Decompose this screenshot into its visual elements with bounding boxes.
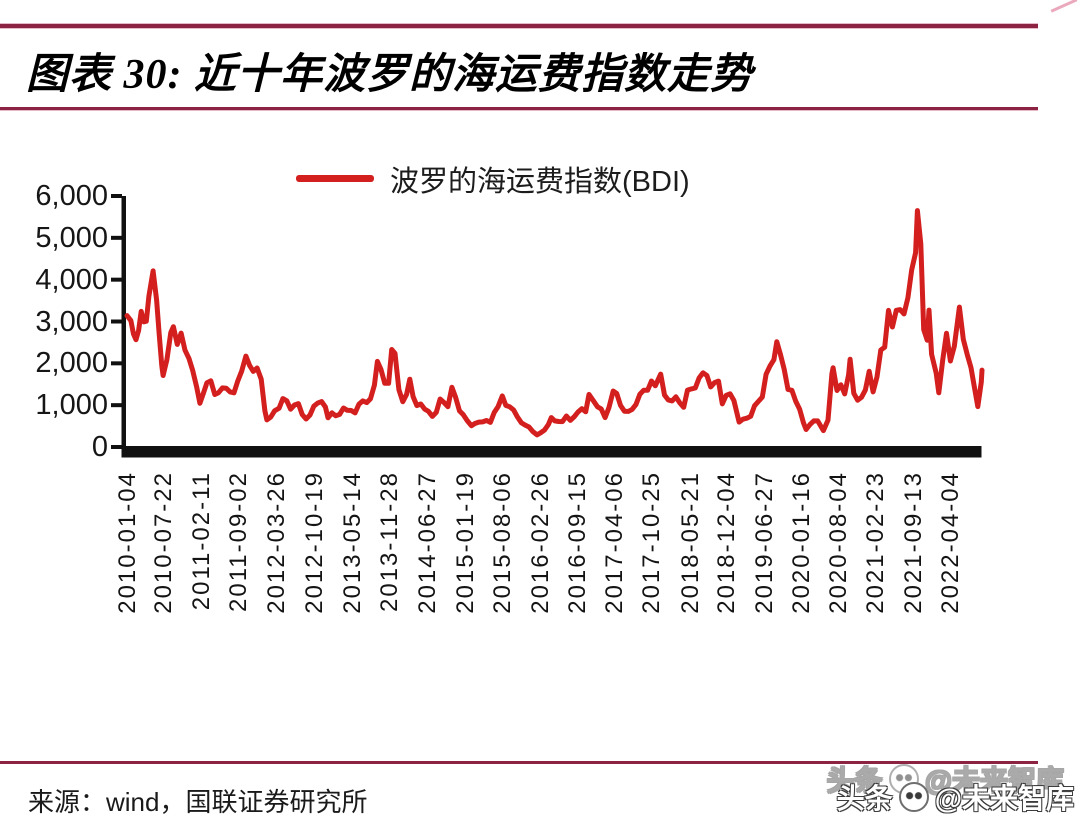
watermark-left: 头条 — [836, 783, 893, 814]
y-axis-tick — [111, 361, 122, 366]
x-axis-tick-label: 2015-08-06 — [489, 471, 517, 614]
chart-title: 图表 30: 近十年波罗的海运费指数走势 — [26, 52, 753, 98]
x-axis-tick-label: 2018-12-04 — [712, 471, 740, 614]
y-axis-tick — [111, 403, 122, 408]
y-axis-tick — [111, 235, 122, 240]
x-axis-tick-label: 2022-04-04 — [936, 471, 964, 614]
x-axis-tick-label: 2017-10-25 — [638, 471, 666, 614]
x-axis-tick-label: 2017-04-06 — [601, 471, 629, 614]
x-axis-tick-label: 2012-10-19 — [301, 471, 329, 614]
y-axis-tick — [111, 319, 122, 324]
title-divider-rule — [0, 107, 1038, 110]
x-axis-tick-label: 2020-08-04 — [824, 471, 852, 614]
watermark-ghost-right: @未来智库 — [924, 765, 1064, 796]
x-axis-tick-label: 2010-07-22 — [150, 471, 178, 614]
x-axis-tick-label: 2020-01-16 — [787, 471, 815, 614]
x-axis-tick-label: 2011-09-02 — [225, 471, 253, 612]
x-axis-tick-label: 2018-05-21 — [676, 471, 704, 614]
y-axis-tick-label: 4,000 — [35, 263, 108, 296]
y-axis-tick — [111, 277, 122, 282]
watermark-right: @未来智库 — [934, 783, 1074, 814]
watermark-ghost: 头条 @未来智库 — [827, 759, 1064, 799]
y-axis-tick-label: 5,000 — [35, 221, 108, 254]
panda-logo-icon — [898, 782, 929, 812]
bdi-series-line — [124, 208, 985, 438]
x-axis-tick-label: 2016-02-26 — [526, 471, 554, 614]
legend-line-swatch — [296, 175, 374, 182]
x-axis-tick-label: 2014-06-27 — [414, 471, 442, 614]
legend-label: 波罗的海运费指数(BDI) — [390, 166, 690, 198]
x-axis-tick-label: 2016-09-15 — [563, 471, 591, 614]
y-axis-tick-label: 0 — [91, 431, 108, 463]
watermark-ghost-left: 头条 — [826, 765, 883, 796]
y-axis-tick-label: 6,000 — [35, 180, 108, 212]
watermark: 头条 @未来智库 — [837, 777, 1074, 817]
x-axis-tick-label: 2011-02-11 — [187, 471, 215, 611]
y-axis-line — [121, 196, 126, 447]
footer-divider-rule — [0, 761, 1038, 764]
top-divider-rule — [0, 24, 1038, 28]
x-axis-tick-label: 2021-02-23 — [862, 471, 890, 614]
x-axis-tick-label: 2012-03-26 — [262, 471, 290, 614]
x-axis-bar — [121, 446, 982, 458]
y-axis-tick-label: 3,000 — [35, 305, 108, 338]
y-axis-tick-label: 2,000 — [35, 347, 108, 380]
source-note: 来源：wind，国联证券研究所 — [28, 787, 368, 817]
x-axis-tick-label: 2019-06-27 — [750, 471, 778, 614]
x-axis-tick-label: 2013-05-14 — [339, 471, 367, 614]
x-axis-tick-label: 2010-01-04 — [113, 471, 141, 614]
x-axis-tick-label: 2015-01-19 — [452, 471, 480, 614]
x-axis-tick-label: 2013-11-28 — [375, 471, 403, 612]
x-axis-tick-label: 2021-09-13 — [899, 471, 927, 614]
y-axis-tick-label: 1,000 — [35, 389, 108, 422]
y-axis-tick — [111, 194, 122, 198]
y-axis-tick — [111, 445, 122, 449]
